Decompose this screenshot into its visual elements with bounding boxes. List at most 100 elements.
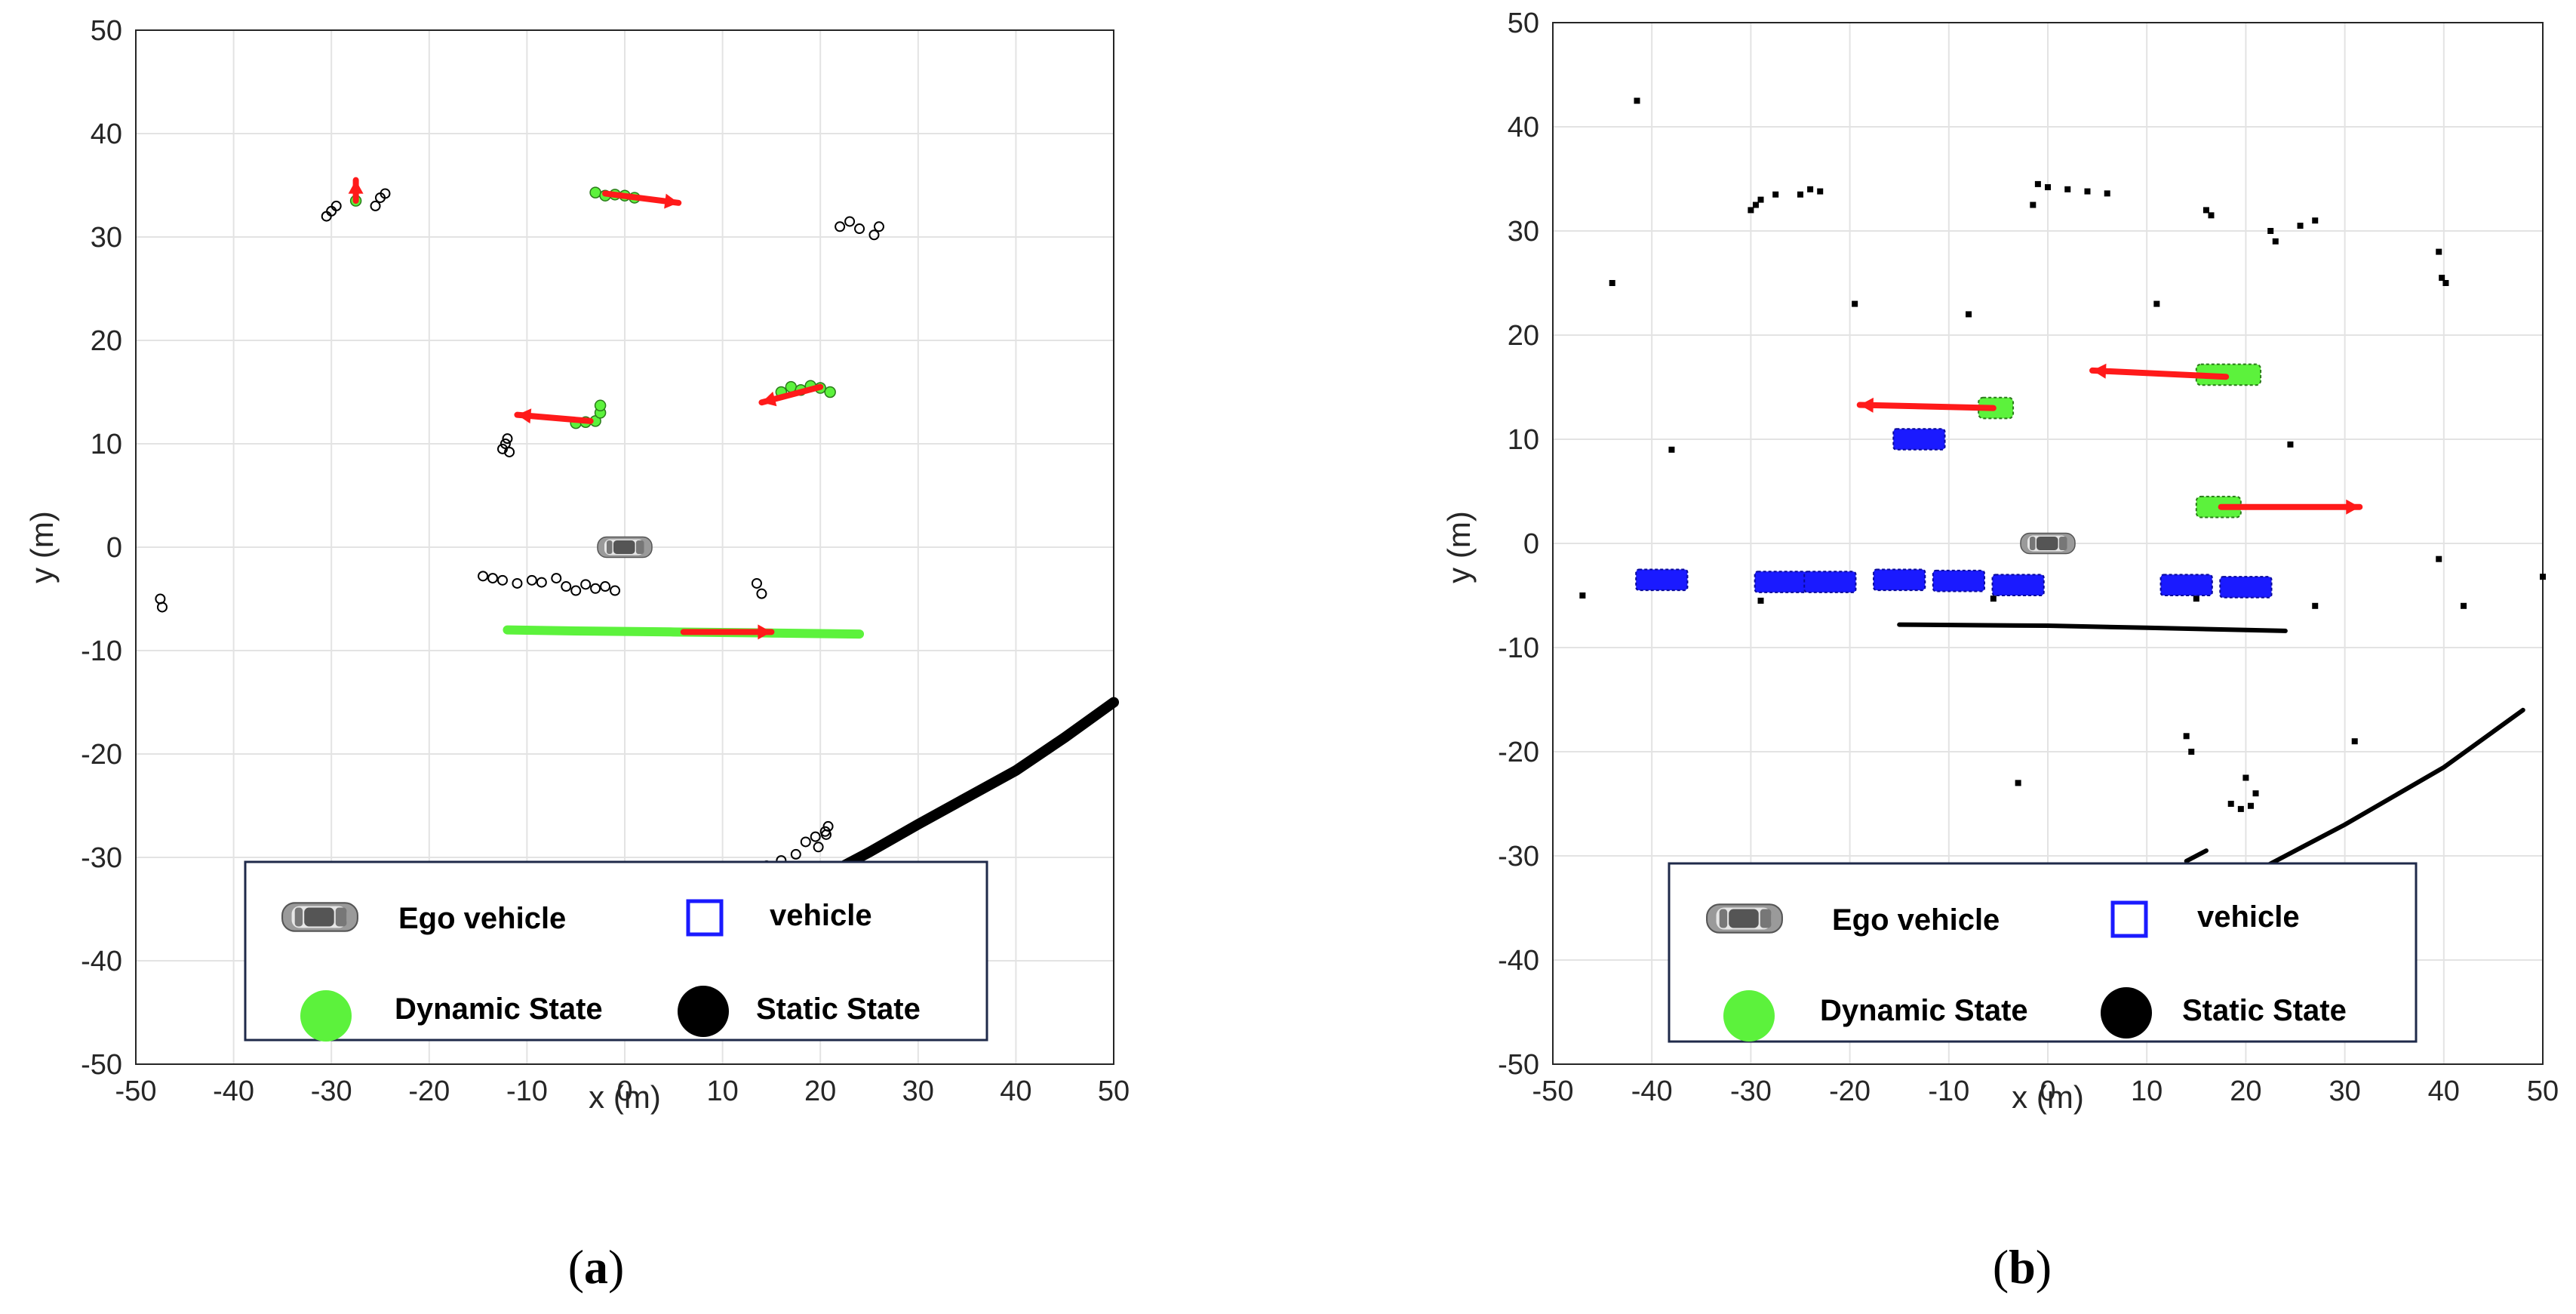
y-tick-label: 20	[91, 325, 122, 357]
static-point	[2242, 774, 2249, 781]
static-point-trail	[2253, 707, 2525, 874]
static-point	[1748, 207, 1754, 214]
y-tick-label: 50	[91, 15, 122, 47]
static-point	[1757, 196, 1764, 203]
legend-box-b	[1668, 862, 2418, 1043]
static-point	[800, 836, 811, 848]
static-point	[1797, 191, 1803, 198]
y-tick-label: 0	[1523, 528, 1539, 560]
static-point	[1752, 202, 1759, 208]
static-point	[330, 200, 342, 211]
static-point	[478, 571, 489, 582]
ego-vehicle-legend-icon-b	[1706, 903, 1783, 934]
static-point-trail	[2184, 848, 2209, 863]
y-axis-label-a: y (m)	[24, 511, 60, 583]
dynamic-state-legend-icon-b	[1723, 990, 1775, 1042]
legend-static-label-b: Static State	[2182, 994, 2347, 1027]
y-tick-label: 40	[1508, 112, 1539, 143]
x-tick-label: 30	[902, 1076, 934, 1107]
static-point	[2064, 186, 2071, 192]
static-point	[610, 585, 621, 596]
static-point	[1634, 97, 1640, 104]
velocity-arrow-head	[758, 624, 772, 640]
static-point	[580, 579, 592, 590]
x-tick-label: 10	[2131, 1076, 2163, 1107]
static-point	[2034, 180, 2041, 187]
x-tick-label: -20	[1829, 1076, 1871, 1107]
plot-data-a	[155, 177, 1119, 884]
velocity-arrow-head	[664, 193, 679, 209]
y-axis-label-b: y (m)	[1441, 511, 1477, 583]
x-axis-label-a: x (m)	[589, 1079, 661, 1115]
dynamic-point	[824, 386, 836, 399]
static-point	[820, 829, 832, 840]
static-point	[868, 229, 880, 241]
static-point	[156, 602, 168, 613]
static-point	[2183, 733, 2190, 740]
tracked-vehicle	[1892, 428, 1946, 451]
tracked-vehicle	[1932, 569, 1986, 592]
static-point	[2015, 780, 2021, 786]
dynamic-state-legend-icon	[300, 990, 352, 1042]
legend-vehicle-label-a: vehicle	[770, 899, 872, 932]
tracked-vehicle	[1635, 568, 1689, 592]
x-tick-label: 50	[2527, 1076, 2559, 1107]
static-point	[751, 577, 762, 589]
velocity-arrow	[2089, 367, 2230, 380]
y-tick-label: -40	[81, 946, 122, 977]
y-tick-label: -30	[81, 842, 122, 874]
legend-static-label-a: Static State	[756, 992, 921, 1026]
y-tick-label: -50	[1498, 1049, 1539, 1081]
velocity-arrow-head	[517, 408, 532, 424]
static-point	[487, 573, 499, 584]
static-point	[2297, 223, 2304, 229]
x-tick-label: -30	[311, 1076, 352, 1107]
static-point	[2252, 790, 2259, 797]
static-point	[2045, 184, 2051, 191]
x-tick-label: 20	[804, 1076, 836, 1107]
static-point	[570, 585, 582, 596]
legend-ego-label-b: Ego vehicle	[1832, 903, 2000, 937]
x-tick-label: 0	[616, 1076, 632, 1107]
static-point	[2439, 275, 2445, 282]
static-point	[2436, 555, 2442, 562]
static-point	[2436, 248, 2442, 255]
legend-a: Ego vehicle vehicle Dynamic State Static…	[244, 860, 988, 1042]
static-point	[1772, 191, 1779, 198]
static-point	[2287, 441, 2294, 448]
tracked-vehicle	[1803, 571, 1857, 593]
chart-panel-b: -50 -40 -30 -20 -10 0 10 20 30 40 50 -50 -40 -30 -20 -1…	[1441, 8, 2559, 1294]
legend-vehicle-label-b: vehicle	[2197, 900, 2300, 934]
static-point	[380, 188, 391, 199]
static-point	[1966, 311, 1972, 318]
velocity-arrow-head	[348, 180, 364, 194]
x-tick-label: 20	[2230, 1076, 2261, 1107]
velocity-arrow-head	[1859, 397, 1874, 413]
static-point	[2203, 207, 2209, 214]
ego-vehicle-legend-icon	[281, 902, 358, 932]
y-tick-label: 10	[1508, 424, 1539, 456]
tracked-vehicle	[2159, 574, 2213, 597]
ego-vehicle-icon	[597, 536, 653, 559]
static-point	[2312, 217, 2319, 224]
y-tick-label: 50	[1508, 8, 1539, 39]
x-tick-label: 0	[2040, 1076, 2055, 1107]
y-tick-label: -30	[1498, 841, 1539, 872]
static-point	[2084, 188, 2091, 195]
velocity-arrow-head	[761, 391, 777, 407]
static-point-trail	[815, 697, 1119, 884]
x-tick-label: 40	[2428, 1076, 2460, 1107]
static-point	[756, 588, 767, 599]
y-tick-label: -50	[81, 1049, 122, 1081]
static-point	[835, 221, 846, 232]
x-tick-label: 50	[1098, 1076, 1130, 1107]
static-point	[536, 577, 547, 588]
static-point	[2030, 202, 2037, 208]
static-point	[2188, 749, 2195, 755]
static-point	[2272, 238, 2279, 245]
static-point	[2247, 802, 2254, 809]
x-tick-label: 30	[2329, 1076, 2360, 1107]
tracked-vehicle	[1991, 574, 2045, 597]
static-point	[1579, 592, 1586, 599]
